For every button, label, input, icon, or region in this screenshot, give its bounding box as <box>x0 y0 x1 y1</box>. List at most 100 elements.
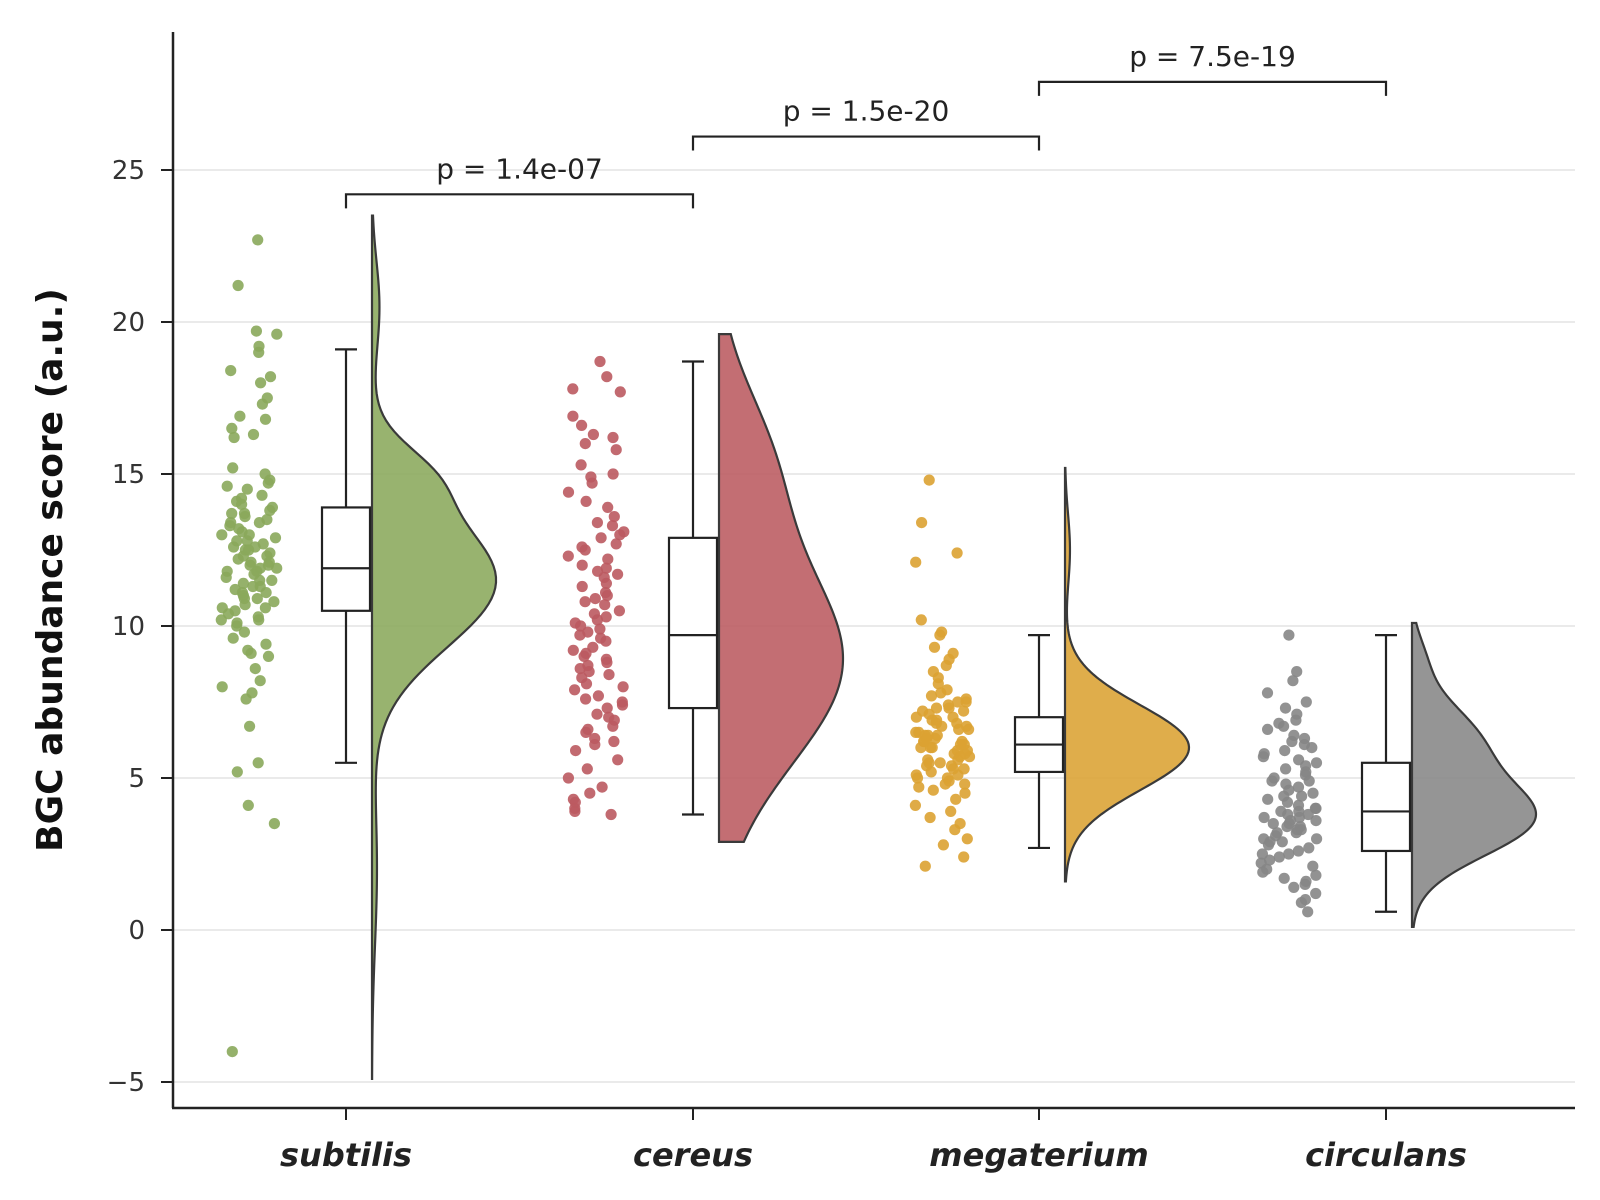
y-tick-label: 5 <box>128 764 145 794</box>
jitter-points <box>215 234 1323 1058</box>
violin-subtilis <box>370 214 498 1081</box>
data-point-subtilis <box>269 532 282 544</box>
data-point-subtilis <box>252 757 264 769</box>
data-point-cereus <box>562 772 575 784</box>
data-point-megaterium <box>959 778 971 790</box>
data-point-megaterium <box>910 556 922 568</box>
data-point-cereus <box>579 438 591 450</box>
data-point-circulans <box>1295 897 1307 909</box>
data-point-megaterium <box>934 757 946 769</box>
data-point-circulans <box>1293 754 1305 766</box>
data-point-megaterium <box>916 517 928 529</box>
data-point-subtilis <box>226 1046 238 1058</box>
data-point-subtilis <box>241 535 253 547</box>
data-point-cereus <box>576 541 588 553</box>
data-point-circulans <box>1257 866 1269 878</box>
data-point-subtilis <box>259 413 272 425</box>
data-point-subtilis <box>221 480 233 492</box>
data-point-cereus <box>601 656 613 669</box>
data-point-cereus <box>567 383 579 395</box>
data-point-megaterium <box>961 833 973 845</box>
y-tick-label: 25 <box>112 156 145 186</box>
data-point-cereus <box>613 605 626 617</box>
data-point-cereus <box>595 532 607 544</box>
data-point-subtilis <box>251 565 263 577</box>
data-point-subtilis <box>231 620 243 632</box>
data-point-subtilis <box>242 799 254 812</box>
data-point-circulans <box>1273 851 1285 863</box>
data-point-cereus <box>595 632 607 644</box>
data-point-cereus <box>614 386 626 398</box>
data-point-megaterium <box>960 696 972 708</box>
data-point-cereus <box>596 781 608 793</box>
y-tick-label: 10 <box>112 612 145 642</box>
data-point-megaterium <box>919 860 931 872</box>
violin-megaterium <box>1063 466 1191 883</box>
data-point-circulans <box>1302 808 1314 821</box>
data-point-subtilis <box>266 574 278 587</box>
data-point-subtilis <box>231 535 243 547</box>
data-point-cereus <box>601 590 613 602</box>
data-point-cereus <box>567 644 579 656</box>
data-point-cereus <box>600 577 613 590</box>
data-point-subtilis <box>216 529 228 541</box>
data-point-subtilis <box>254 675 266 687</box>
data-point-cereus <box>580 678 593 690</box>
p-value-label: p = 1.5e-20 <box>783 95 950 128</box>
data-point-circulans <box>1280 763 1292 775</box>
data-point-subtilis <box>234 410 246 422</box>
data-point-cereus <box>607 468 619 480</box>
data-point-megaterium <box>937 839 950 851</box>
data-point-cereus <box>612 568 624 580</box>
data-point-circulans <box>1307 860 1319 872</box>
data-point-circulans <box>1307 787 1319 799</box>
data-point-megaterium <box>915 614 927 626</box>
data-point-subtilis <box>251 593 263 605</box>
data-point-subtilis <box>260 587 272 599</box>
data-point-cereus <box>574 663 586 675</box>
data-point-subtilis <box>220 571 232 584</box>
data-point-megaterium <box>951 547 963 559</box>
data-point-circulans <box>1298 732 1311 745</box>
data-point-subtilis <box>245 647 257 660</box>
data-point-cereus <box>610 444 622 456</box>
data-point-cereus <box>584 787 596 799</box>
data-point-circulans <box>1280 778 1292 790</box>
data-point-circulans <box>1258 748 1270 760</box>
data-point-cereus <box>579 596 591 608</box>
data-point-megaterium <box>910 769 922 781</box>
data-point-megaterium <box>958 851 970 863</box>
data-point-circulans <box>1288 881 1300 894</box>
data-point-megaterium <box>943 702 955 714</box>
data-point-megaterium <box>940 659 952 672</box>
data-point-megaterium <box>935 687 947 699</box>
box-cereus <box>667 536 719 710</box>
data-point-cereus <box>569 805 581 818</box>
data-point-subtilis <box>247 580 259 593</box>
data-point-cereus <box>600 611 612 623</box>
axes <box>171 32 1575 1110</box>
data-point-cereus <box>578 650 590 663</box>
data-point-megaterium <box>913 781 925 793</box>
data-point-megaterium <box>922 729 934 742</box>
data-point-cereus <box>594 355 606 368</box>
data-point-circulans <box>1276 836 1288 848</box>
data-point-subtilis <box>240 693 252 705</box>
x-tick-label-megaterium: megaterium <box>929 1136 1148 1174</box>
data-point-circulans <box>1281 821 1293 833</box>
data-point-circulans <box>1310 802 1322 815</box>
data-point-circulans <box>1281 796 1294 808</box>
data-point-cereus <box>570 745 582 757</box>
y-ticks: −5 0 5 10 15 20 25 <box>107 156 173 1098</box>
data-point-subtilis <box>215 614 227 626</box>
data-point-subtilis <box>262 477 274 489</box>
data-point-subtilis <box>263 556 275 568</box>
data-point-circulans <box>1258 811 1270 824</box>
data-point-subtilis <box>247 428 260 441</box>
data-point-megaterium <box>913 726 925 739</box>
data-point-circulans <box>1279 745 1291 757</box>
data-point-cereus <box>603 669 615 681</box>
data-point-circulans <box>1292 845 1304 857</box>
data-point-cereus <box>576 419 588 431</box>
